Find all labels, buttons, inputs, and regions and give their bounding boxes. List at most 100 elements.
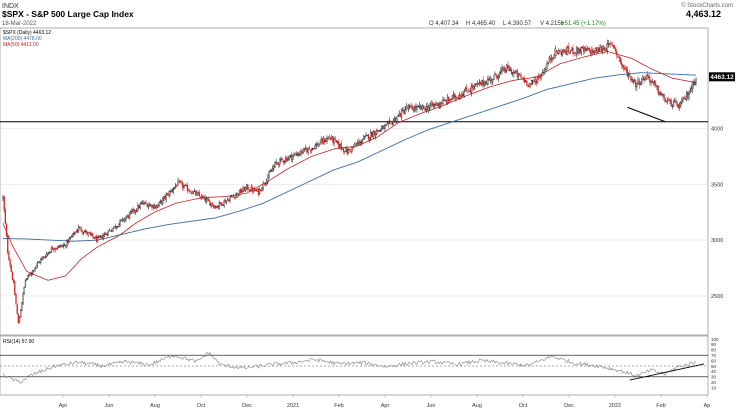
candle-body [46, 253, 48, 257]
candle-body [487, 79, 489, 85]
candle-body [361, 139, 364, 143]
x-tick-label: Oct [197, 403, 206, 409]
trendline-layer [627, 106, 666, 123]
candle-body [541, 72, 543, 77]
candle-body [147, 205, 150, 208]
candle-body [587, 48, 590, 49]
candle-body [3, 196, 5, 211]
candle-body [447, 97, 449, 104]
candle-body [346, 148, 348, 154]
candle-body [245, 184, 248, 188]
candle-body [205, 198, 208, 202]
candle-body [606, 43, 608, 52]
x-tick-label: Dec [242, 403, 252, 409]
candle-body [78, 226, 80, 231]
candle-body [53, 248, 55, 250]
candle-body [26, 278, 28, 280]
candle-body [306, 149, 308, 153]
candle-body [69, 237, 72, 239]
candle-body [209, 201, 211, 206]
candle-body [458, 95, 461, 99]
candle-body [583, 47, 585, 52]
candle-body [33, 270, 35, 272]
candle-body [124, 218, 126, 221]
candle-body [126, 215, 128, 218]
candle-body [601, 49, 604, 51]
candle-body [572, 47, 574, 55]
candle-body [664, 101, 666, 103]
candle-body [454, 93, 456, 99]
candle-body [219, 202, 222, 204]
candle-body [121, 218, 124, 220]
candle-body [98, 236, 100, 238]
candle-body [470, 86, 472, 93]
candle-body [320, 139, 322, 144]
candle-body [625, 67, 627, 71]
candle-body [570, 50, 572, 52]
candle-body [253, 188, 255, 192]
candle-body [675, 99, 677, 102]
candle-body [312, 147, 314, 150]
candle-body [464, 88, 467, 92]
x-tick-label: Aug [150, 403, 160, 409]
candle-body [365, 134, 367, 136]
candle-body [107, 230, 109, 236]
candle-body [651, 81, 653, 83]
candle-body [502, 67, 504, 70]
candle-body [17, 313, 19, 324]
candlestick-series [2, 39, 697, 324]
candle-body [545, 68, 547, 70]
candle-body [617, 55, 619, 57]
candle-body [665, 100, 668, 102]
candle-body [439, 102, 442, 106]
candle-body [114, 225, 116, 228]
candle-body [423, 105, 425, 109]
candle-body [300, 150, 302, 155]
candle-body [372, 131, 374, 138]
candle-body [463, 91, 465, 97]
candle-body [122, 219, 125, 221]
price-tick-label: 2500 [711, 294, 723, 300]
candle-body [495, 73, 497, 77]
candle-body [380, 128, 383, 132]
candle-body [176, 185, 178, 187]
candle-body [153, 204, 155, 209]
candle-body [609, 43, 611, 45]
candle-body [542, 71, 545, 74]
candle-body [164, 195, 166, 199]
candle-body [41, 257, 43, 261]
candle-body [580, 47, 582, 53]
candle-body [145, 202, 147, 204]
candle-body [167, 193, 170, 196]
candle-body [8, 252, 10, 260]
candle-body [203, 196, 205, 199]
candle-body [118, 223, 120, 228]
candle-body [201, 195, 203, 199]
rsi-tick-label: 90 [711, 342, 717, 347]
candle-body [500, 70, 502, 73]
candle-body [149, 204, 151, 207]
candle-body [417, 106, 419, 107]
legend-ma200: MA(200) 4478.00 [3, 36, 42, 42]
rsi-tick-label: 10 [711, 385, 717, 390]
candle-body [282, 160, 284, 163]
candle-body [39, 261, 41, 263]
candle-body [337, 141, 339, 143]
candle-body [530, 80, 533, 85]
candle-body [4, 209, 6, 224]
candle-body [357, 142, 359, 145]
candle-body [663, 94, 665, 101]
candle-body [5, 223, 8, 237]
candle-body [229, 197, 231, 202]
candle-body [438, 104, 441, 107]
candle-body [638, 80, 640, 86]
candle-body [467, 91, 469, 93]
candle-body [527, 85, 529, 87]
candle-body [522, 77, 524, 80]
candle-body [504, 70, 507, 72]
candle-body [150, 204, 152, 206]
candle-body [309, 149, 312, 152]
candle-body [517, 73, 520, 77]
candle-body [672, 101, 675, 107]
